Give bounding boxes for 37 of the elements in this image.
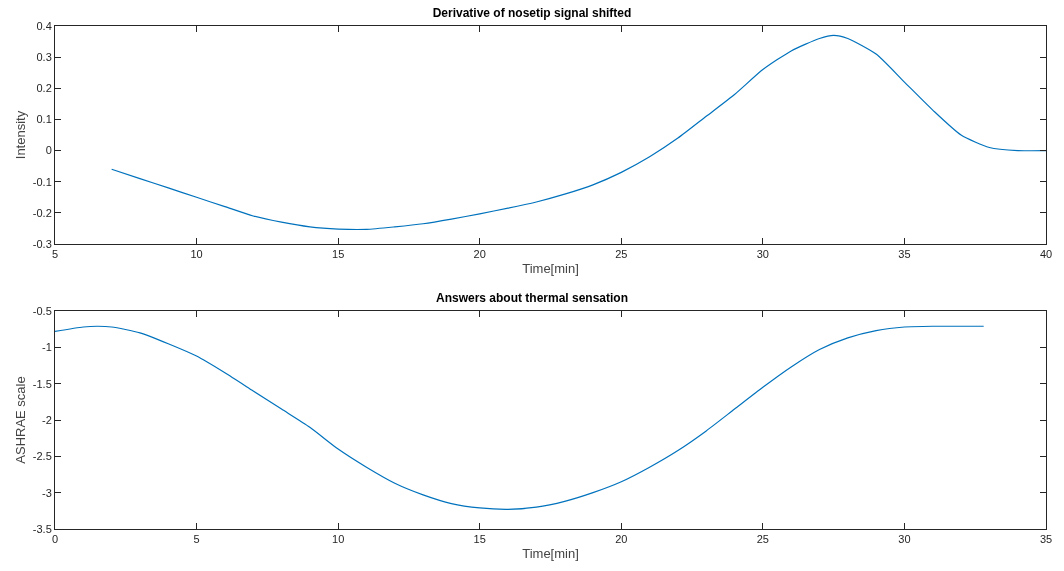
x-tick-label: 30 bbox=[756, 248, 769, 261]
y-tick-label: 0.3 bbox=[36, 50, 52, 63]
y-axis-title: ASHRAE scale bbox=[12, 376, 28, 464]
x-tick-label: 20 bbox=[615, 533, 628, 546]
y-tick-label: 0.1 bbox=[36, 113, 52, 126]
y-tick-label: -1.5 bbox=[32, 377, 52, 390]
y-tick-label: -3.5 bbox=[32, 522, 52, 535]
x-tick-label: 40 bbox=[1039, 248, 1053, 261]
y-tick-label: 0.2 bbox=[36, 82, 52, 95]
chart-title: Answers about thermal sensation bbox=[435, 290, 629, 305]
y-tick-label: 0 bbox=[45, 144, 52, 157]
y-tick-label: -1 bbox=[42, 341, 52, 354]
y-tick-label: -3 bbox=[42, 486, 52, 499]
x-axis-title: Time[min] bbox=[522, 260, 579, 276]
x-tick-label: 30 bbox=[898, 533, 911, 546]
x-axis-title: Time[min] bbox=[522, 545, 579, 561]
y-tick-label: -0.1 bbox=[32, 175, 52, 188]
x-tick-label: 10 bbox=[332, 533, 345, 546]
chart-title: Derivative of nosetip signal shifted bbox=[432, 5, 632, 20]
line-series bbox=[55, 325, 985, 510]
y-tick-label: -0.5 bbox=[32, 304, 52, 317]
x-tick-label: 25 bbox=[615, 248, 628, 261]
x-tick-label: 25 bbox=[756, 533, 769, 546]
x-tick-label: 20 bbox=[473, 248, 486, 261]
y-tick-label: -0.3 bbox=[32, 237, 52, 250]
y-axis-title: Intensity bbox=[12, 110, 28, 160]
x-tick-label: 5 bbox=[51, 248, 59, 261]
x-tick-label: 5 bbox=[193, 533, 200, 546]
y-tick-label: -0.2 bbox=[32, 206, 52, 219]
x-tick-label: 35 bbox=[1039, 533, 1053, 546]
y-tick-label: 0.4 bbox=[36, 19, 52, 32]
x-tick-label: 35 bbox=[898, 248, 911, 261]
x-tick-label: 15 bbox=[332, 248, 345, 261]
x-tick-label: 10 bbox=[190, 248, 203, 261]
y-tick-label: -2 bbox=[42, 413, 52, 426]
x-tick-label: 15 bbox=[473, 533, 486, 546]
y-tick-label: -2.5 bbox=[32, 450, 52, 463]
